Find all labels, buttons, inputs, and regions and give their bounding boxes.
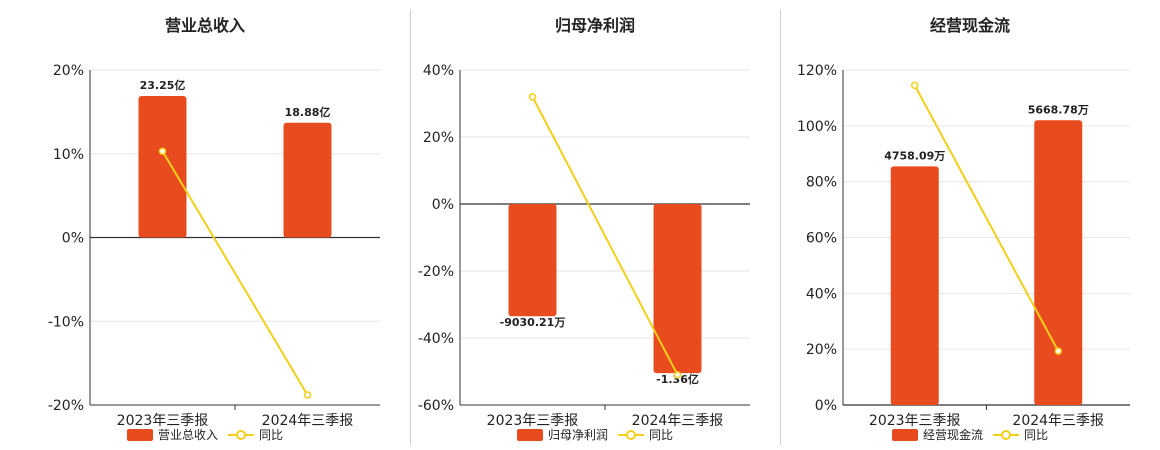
chart-revenue: 20% 10% 0% -10% -20% 2023年三季报 2024年三季报 23.25亿 18…	[48, 63, 380, 429]
chart-title: 经营现金流	[929, 16, 1010, 35]
y-tick-label: -20%	[48, 398, 84, 414]
bar	[283, 122, 332, 238]
bar	[890, 166, 939, 405]
y-tick-label: 20%	[806, 342, 837, 358]
y-tick-label: 60%	[806, 231, 837, 247]
data-label: 18.88亿	[285, 105, 331, 119]
y-tick-label: 20%	[423, 130, 454, 146]
chart-cash-flow: 120% 100% 80% 60% 40% 20% 0% 2023年三季报 2024年三季报 47…	[797, 63, 1130, 429]
y-tick-label: 40%	[423, 63, 454, 79]
line-point	[1054, 347, 1062, 355]
legend-label: 归母净利润	[547, 428, 608, 442]
legend-item-bar[interactable]: 归母净利润	[516, 426, 608, 443]
y-tick-label: -60%	[418, 398, 454, 414]
y-tick-label: 0%	[815, 398, 837, 414]
y-tick-label: 0%	[62, 231, 84, 247]
legend-item-bar[interactable]: 营业总收入	[126, 426, 218, 443]
bar	[508, 204, 557, 317]
legend-line-swatch	[993, 429, 1019, 441]
chart-net-profit: 40% 20% 0% -20% -40% -60% 2023年三季报 2024年三季报 -903…	[418, 63, 750, 429]
data-label: -1.36亿	[656, 372, 699, 386]
y-tick-label: 80%	[806, 175, 837, 191]
x-tick-label: 2024年三季报	[262, 413, 354, 429]
x-tick-label: 2024年三季报	[1012, 413, 1104, 429]
line-point	[673, 371, 682, 379]
y-tick-label: 40%	[806, 286, 837, 302]
legend: 归母净利润 同比	[410, 426, 780, 443]
line-point	[528, 93, 537, 101]
legend-label: 经营现金流	[922, 428, 983, 442]
data-label: -9030.21万	[500, 316, 566, 329]
legend-item-line[interactable]: 同比	[618, 426, 673, 443]
data-label: 4758.09万	[884, 149, 945, 162]
legend-label: 营业总收入	[157, 428, 218, 442]
bar	[138, 95, 187, 238]
legend-bar-swatch	[891, 428, 918, 441]
bar	[653, 204, 702, 374]
x-tick-label: 2023年三季报	[869, 413, 961, 429]
series-line	[913, 84, 1060, 352]
divider	[410, 10, 411, 445]
legend-line-swatch	[228, 429, 254, 441]
y-tick-label: -40%	[418, 331, 454, 347]
y-tick-label: 20%	[53, 63, 84, 79]
legend: 营业总收入 同比	[0, 426, 410, 443]
y-tick-label: 10%	[53, 147, 84, 163]
series-line	[531, 96, 679, 376]
chart-title: 营业总收入	[164, 16, 245, 35]
legend-label: 同比	[259, 428, 284, 442]
x-tick-label: 2024年三季报	[632, 413, 724, 429]
panel-cash-flow: 经营现金流 120% 100% 80% 60% 40% 20% 0% 2023年三季报 2024…	[780, 0, 1160, 450]
legend-label: 同比	[649, 428, 674, 442]
data-label: 23.25亿	[140, 78, 186, 92]
line-point	[911, 81, 919, 90]
y-tick-label: -10%	[48, 314, 84, 330]
line-point	[303, 391, 312, 399]
y-tick-label: 100%	[797, 119, 837, 135]
legend: 经营现金流 同比	[780, 426, 1160, 443]
line-point	[158, 147, 167, 155]
x-tick-label: 2023年三季报	[487, 413, 579, 429]
legend-label: 同比	[1024, 428, 1049, 442]
legend-bar-swatch	[126, 428, 153, 441]
series-line	[161, 150, 309, 396]
legend-line-swatch	[618, 429, 644, 441]
legend-bar-swatch	[516, 428, 543, 441]
divider	[780, 10, 781, 445]
y-tick-label: 0%	[432, 197, 454, 213]
panel-revenue: 营业总收入 20% 10% 0% -10% -20% 2023年三季报 2024年三季报 23…	[0, 0, 410, 450]
chart-title: 归母净利润	[554, 16, 635, 35]
panel-net-profit: 归母净利润 40% 20% 0% -20% -40% -60% 2023年三季报 2024年三…	[410, 0, 780, 450]
legend-item-line[interactable]: 同比	[993, 426, 1048, 443]
x-tick-label: 2023年三季报	[117, 413, 209, 429]
y-tick-label: -20%	[418, 264, 454, 280]
data-label: 5668.78万	[1028, 103, 1089, 116]
y-tick-label: 120%	[797, 63, 837, 79]
legend-item-line[interactable]: 同比	[228, 426, 283, 443]
legend-item-bar[interactable]: 经营现金流	[891, 426, 983, 443]
bar	[1034, 120, 1083, 405]
